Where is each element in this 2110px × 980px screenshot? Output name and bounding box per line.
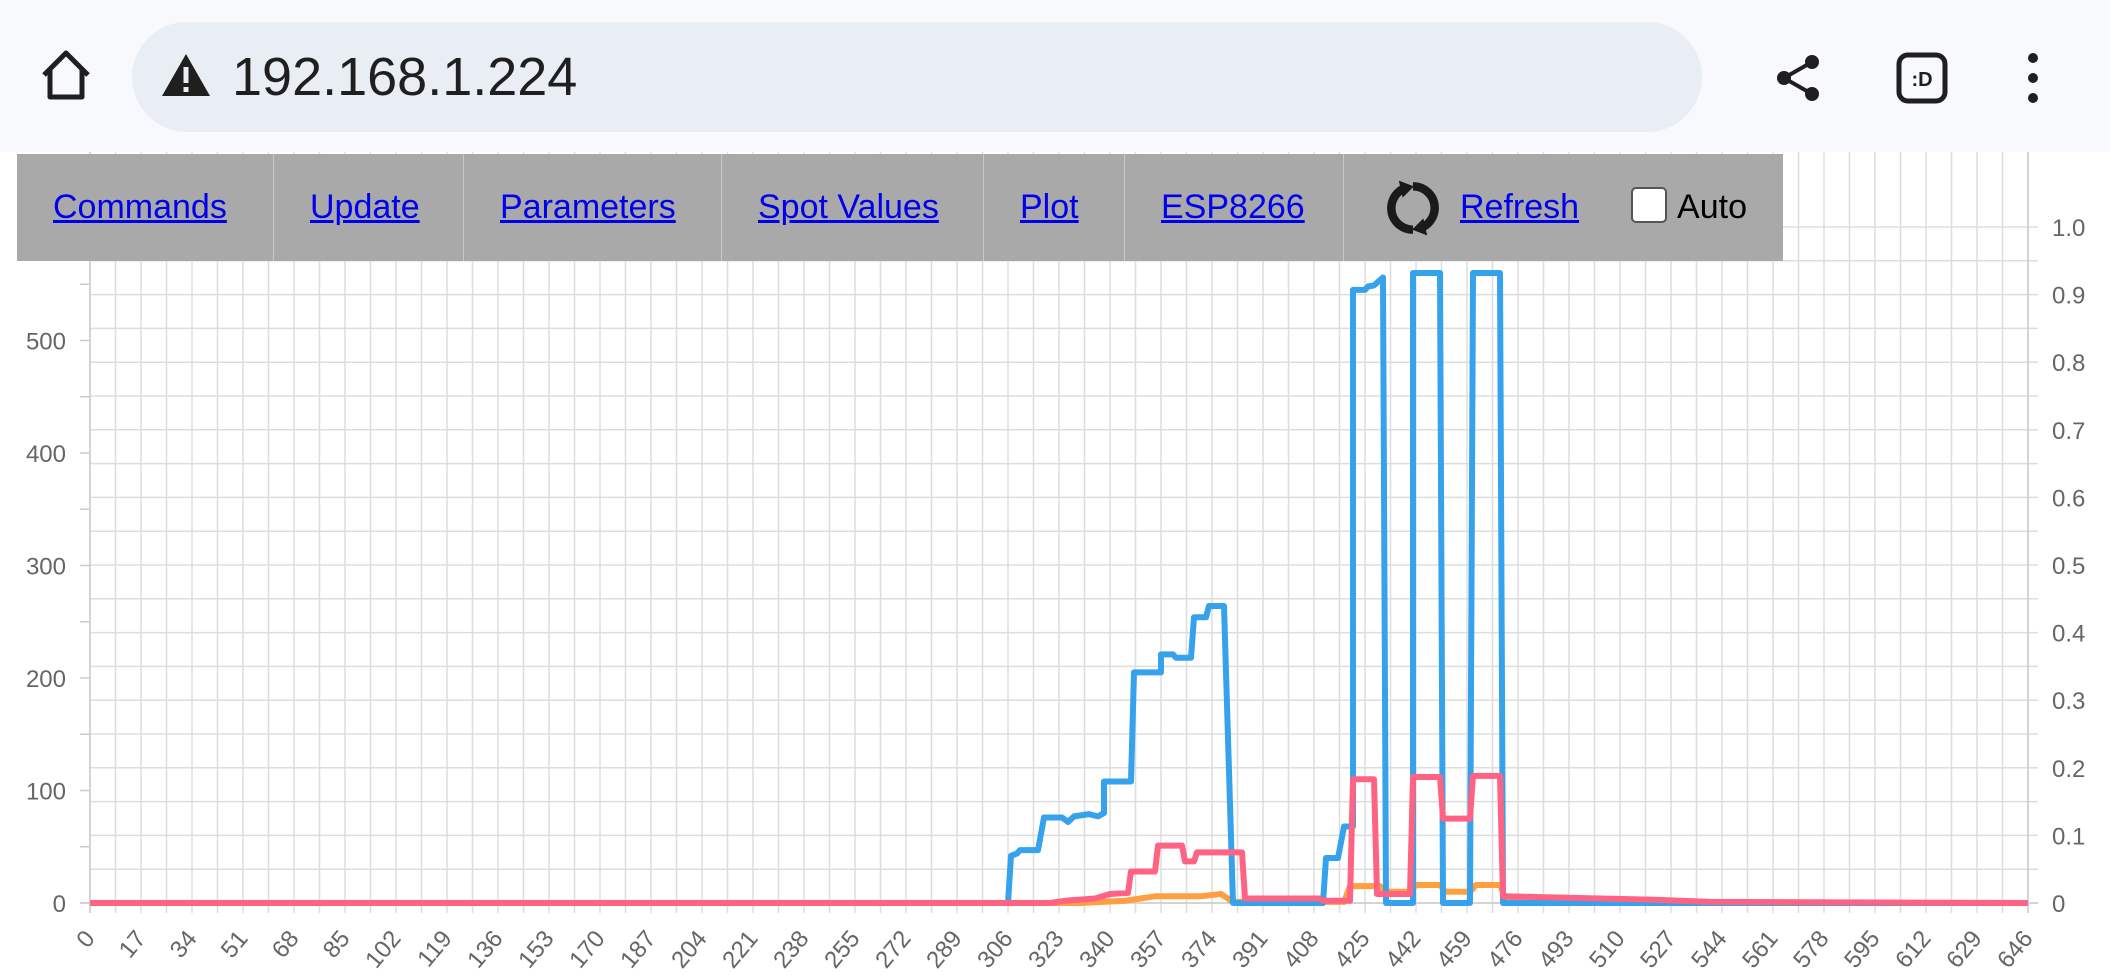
url-bar[interactable]: 192.168.1.224 xyxy=(132,22,1702,132)
y-tick-label-right: 0.5 xyxy=(2052,553,2085,580)
warning-icon[interactable] xyxy=(160,52,212,98)
y-tick-label-right: 0.9 xyxy=(2052,283,2085,310)
series-line xyxy=(90,772,2029,906)
x-tick-label: 102 xyxy=(360,926,406,974)
x-tick-label: 289 xyxy=(921,926,967,974)
x-tick-label: 595 xyxy=(1839,926,1885,974)
x-tick-label: 476 xyxy=(1482,926,1528,974)
y-tick-label-left: 500 xyxy=(26,329,66,356)
x-tick-label: 204 xyxy=(666,926,712,974)
x-tick-label: 408 xyxy=(1278,926,1324,974)
y-tick-label-right: 1.0 xyxy=(2052,215,2085,242)
tab-switcher-label: :D xyxy=(1911,69,1932,91)
x-tick-label: 306 xyxy=(972,926,1018,974)
y-tick-label-left: 300 xyxy=(26,554,66,581)
x-tick-label: 68 xyxy=(267,926,305,964)
x-tick-label: 34 xyxy=(165,926,203,964)
y-tick-label-right: 0.4 xyxy=(2052,621,2085,648)
series-line xyxy=(90,270,2028,906)
nav-update-link[interactable]: Update xyxy=(310,188,420,226)
x-tick-label: 578 xyxy=(1788,926,1834,974)
auto-toggle[interactable]: Auto xyxy=(1631,186,1747,227)
x-tick-label: 221 xyxy=(717,926,763,974)
nav-esp8266-link[interactable]: ESP8266 xyxy=(1161,188,1305,226)
x-tick-label: 510 xyxy=(1584,926,1630,974)
y-tick-label-right: 0.2 xyxy=(2052,756,2085,783)
x-tick-label: 544 xyxy=(1686,926,1732,974)
x-tick-label: 374 xyxy=(1176,926,1222,974)
nav-cell-commands: Commands xyxy=(17,154,274,261)
x-tick-label: 442 xyxy=(1380,926,1426,974)
y-tick-label-right: 0.3 xyxy=(2052,688,2085,715)
share-icon[interactable] xyxy=(1770,50,1826,106)
x-tick-label: 85 xyxy=(318,926,356,964)
x-tick-label: 391 xyxy=(1227,926,1273,974)
nav-bar: Commands Update Parameters Spot Values P… xyxy=(17,154,1783,261)
x-tick-label: 255 xyxy=(819,926,865,974)
x-tick-label: 561 xyxy=(1737,926,1783,974)
x-tick-label: 527 xyxy=(1635,926,1681,974)
x-tick-label: 187 xyxy=(615,926,661,974)
y-tick-label-right: 0.1 xyxy=(2052,823,2085,850)
browser-toolbar: 192.168.1.224 :D xyxy=(0,0,2110,152)
refresh-icon[interactable] xyxy=(1380,173,1446,243)
x-tick-label: 357 xyxy=(1125,926,1171,974)
home-icon[interactable] xyxy=(36,45,96,105)
x-tick-label: 136 xyxy=(462,926,508,974)
y-tick-label-right: 0 xyxy=(2052,891,2065,918)
y-tick-label-left: 0 xyxy=(53,891,66,918)
nav-cell-update: Update xyxy=(274,154,464,261)
nav-cell-esp8266: ESP8266 xyxy=(1125,154,1344,261)
x-tick-label: 119 xyxy=(412,926,457,973)
x-tick-label: 612 xyxy=(1890,926,1936,974)
x-tick-label: 629 xyxy=(1941,926,1987,974)
x-tick-label: 340 xyxy=(1074,926,1120,974)
plot-chart: 0 100 200 300 400 500 0 0.1 0.2 0.3 0.4 0.5 0.6 0.7 0.… xyxy=(26,152,2085,974)
y-tick-label-right: 0.6 xyxy=(2052,485,2085,512)
x-tick-label: 272 xyxy=(870,926,916,974)
y-tick-label-right: 0.7 xyxy=(2052,418,2085,445)
y-tick-label-left: 100 xyxy=(26,779,66,806)
x-tick-label: 459 xyxy=(1431,926,1477,974)
tab-switcher-icon[interactable]: :D xyxy=(1896,52,1948,104)
x-tick-label: 493 xyxy=(1533,926,1579,974)
nav-refresh-link[interactable]: Refresh xyxy=(1459,188,1580,226)
url-text: 192.168.1.224 xyxy=(232,47,578,107)
x-tick-label: 646 xyxy=(1992,926,2038,974)
nav-cell-parameters: Parameters xyxy=(464,154,722,261)
auto-label: Auto xyxy=(1677,188,1747,226)
auto-checkbox[interactable] xyxy=(1631,186,1668,223)
x-tick-label: 0 xyxy=(71,926,100,954)
x-tick-label: 238 xyxy=(768,926,814,974)
x-tick-label: 170 xyxy=(564,926,610,974)
nav-cell-spot-values: Spot Values xyxy=(722,154,984,261)
nav-plot-link[interactable]: Plot xyxy=(1020,188,1079,226)
x-tick-label: 323 xyxy=(1023,926,1069,974)
y-tick-label-right: 0.8 xyxy=(2052,350,2085,377)
nav-parameters-link[interactable]: Parameters xyxy=(500,188,676,226)
nav-cell-plot: Plot xyxy=(984,154,1125,261)
nav-spot-values-link[interactable]: Spot Values xyxy=(758,188,939,226)
y-tick-label-left: 400 xyxy=(26,441,66,468)
x-tick-label: 425 xyxy=(1329,926,1375,974)
more-vert-icon[interactable] xyxy=(2015,50,2051,106)
y-tick-label-left: 200 xyxy=(26,666,66,693)
x-tick-label: 153 xyxy=(513,926,559,974)
nav-commands-link[interactable]: Commands xyxy=(53,188,227,226)
x-tick-label: 51 xyxy=(216,926,254,964)
nav-cell-refresh: Refresh Auto xyxy=(1344,154,1783,261)
x-tick-label: 17 xyxy=(114,926,152,964)
